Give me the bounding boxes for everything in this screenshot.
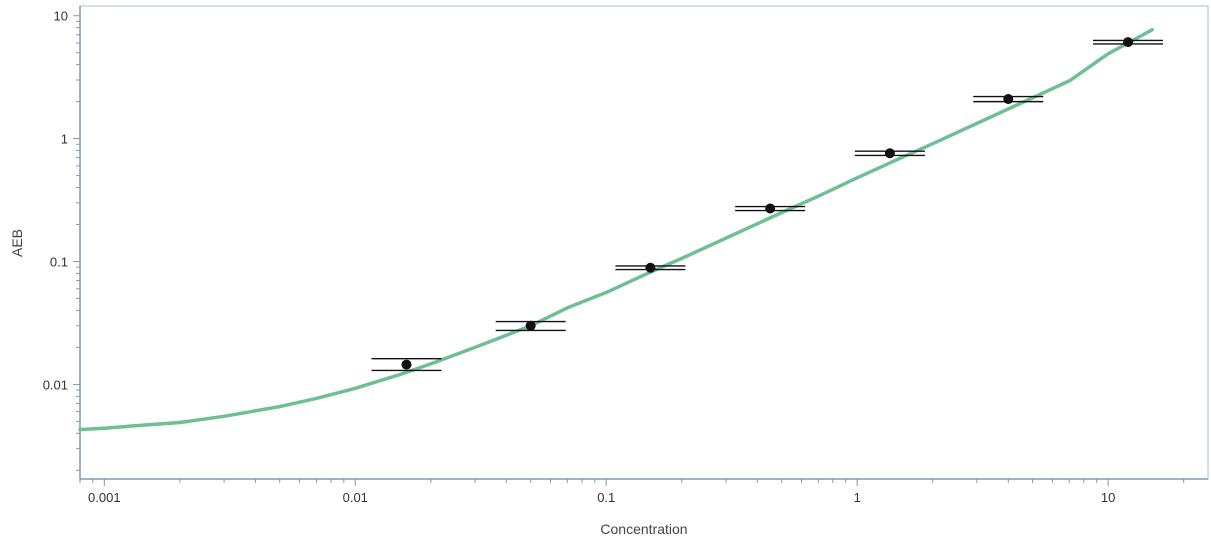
data-point	[645, 263, 655, 273]
y-tick-label: 10	[54, 9, 68, 24]
plot-frame	[80, 6, 1208, 479]
data-point	[1123, 37, 1133, 47]
x-axis-title: Concentration	[600, 521, 687, 537]
x-tick-label: 0.001	[88, 490, 121, 505]
y-axis-title: AEB	[9, 229, 25, 257]
y-tick-label: 0.01	[43, 377, 68, 392]
x-tick-label: 1	[854, 490, 861, 505]
x-tick-label: 0.01	[343, 490, 368, 505]
x-tick-label: 10	[1101, 490, 1115, 505]
x-tick-label: 0.1	[597, 490, 615, 505]
y-tick-label: 0.1	[50, 255, 68, 270]
data-point	[765, 204, 775, 214]
y-tick-label: 1	[61, 132, 68, 147]
data-point	[1003, 94, 1013, 104]
data-point	[885, 148, 895, 158]
data-point	[526, 321, 536, 331]
data-point	[401, 360, 411, 370]
